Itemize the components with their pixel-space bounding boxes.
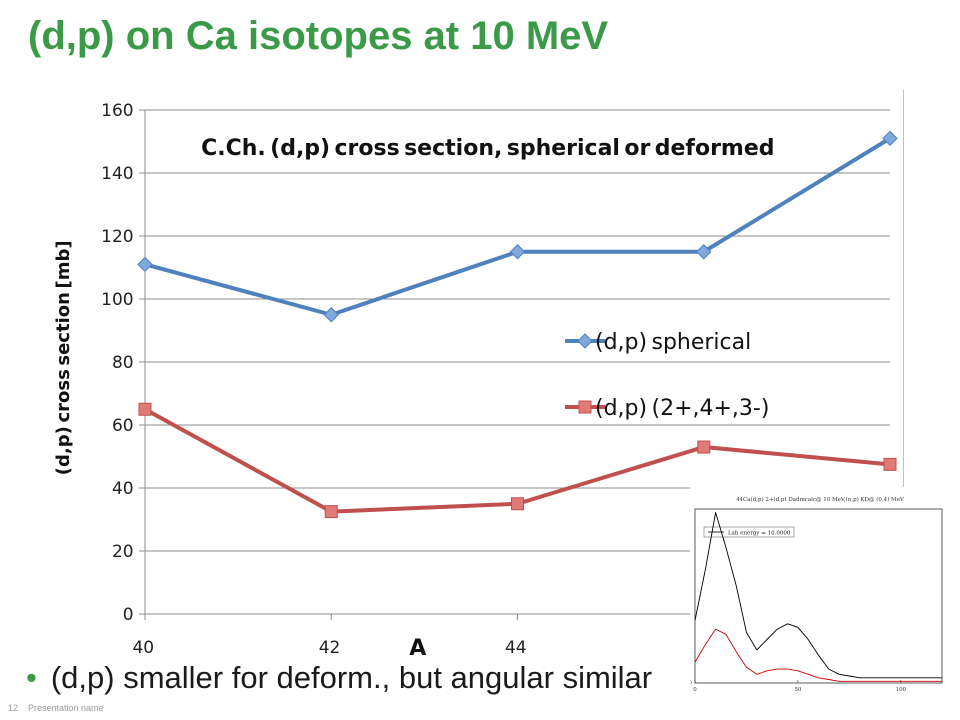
data-point bbox=[323, 307, 339, 323]
inset-series-line bbox=[694, 628, 942, 682]
inset-x-tick-label: 100 bbox=[896, 687, 907, 693]
slide-title: (d,p) on Ca isotopes at 10 MeV bbox=[28, 14, 609, 58]
y-tick-label: 120 bbox=[101, 227, 137, 247]
data-point bbox=[137, 256, 153, 273]
legend-label: (d,p) (2+,4+,3-) bbox=[595, 396, 774, 421]
divider-line bbox=[903, 90, 904, 690]
data-point bbox=[509, 244, 526, 260]
chart-title: C.Ch. (d,p) cross section, spherical or … bbox=[201, 136, 779, 161]
x-tick-label: 44 bbox=[505, 638, 530, 658]
slide-footer: 12 Presentation name bbox=[8, 703, 104, 713]
data-point bbox=[138, 402, 152, 416]
y-tick-label: 60 bbox=[112, 416, 137, 436]
page-number: 12 bbox=[8, 703, 19, 713]
inset-legend-label: Lab energy = 10.0000 bbox=[728, 531, 791, 537]
inset-legend-box bbox=[703, 526, 795, 538]
y-tick-label: 20 bbox=[112, 542, 137, 562]
y-tick-label: 80 bbox=[112, 353, 137, 373]
inset-y-tick-label: 0.000000 bbox=[690, 680, 692, 686]
inset-chart: 44Ca(d,p) 2+(d,pt Dadmcalc@ 10 MeV,(n,p)… bbox=[690, 496, 943, 693]
x-tick-label: 40 bbox=[132, 638, 157, 658]
bullet-point: • (d,p) smaller for deform., but angular … bbox=[26, 660, 652, 696]
legend-marker bbox=[577, 333, 593, 349]
data-point bbox=[511, 497, 524, 511]
y-tick-label: 100 bbox=[101, 290, 137, 310]
inset-series-line bbox=[694, 512, 942, 679]
y-tick-label: 40 bbox=[112, 479, 137, 499]
inset-x-tick-label: 0 bbox=[693, 687, 697, 693]
y-tick-label: 140 bbox=[101, 164, 137, 184]
inset-x-tick-label: 50 bbox=[794, 687, 801, 693]
data-point bbox=[882, 130, 898, 147]
series-line bbox=[144, 136, 892, 317]
footer-text: Presentation name bbox=[28, 703, 104, 713]
y-tick-label: 160 bbox=[101, 101, 137, 121]
legend-marker bbox=[578, 400, 592, 414]
inset-frame bbox=[694, 508, 943, 684]
x-axis-label: A bbox=[409, 636, 430, 661]
y-axis-label: (d,p) cross section [mb] bbox=[53, 237, 74, 475]
bullet-icon: • bbox=[26, 660, 37, 695]
y-tick-label: 0 bbox=[123, 605, 137, 625]
data-point bbox=[324, 505, 338, 519]
data-point bbox=[696, 244, 712, 260]
x-tick-label: 42 bbox=[319, 638, 344, 658]
bullet-text: (d,p) smaller for deform., but angular s… bbox=[50, 660, 653, 695]
legend-label: (d,p) spherical bbox=[595, 330, 756, 355]
data-point bbox=[883, 457, 897, 471]
inset-title: 44Ca(d,p) 2+(d,pt Dadmcalc@ 10 MeV,(n,p)… bbox=[736, 496, 905, 503]
data-point bbox=[697, 440, 711, 454]
inset-angular-plot: 44Ca(d,p) 2+(d,pt Dadmcalc@ 10 MeV,(n,p)… bbox=[690, 487, 950, 699]
